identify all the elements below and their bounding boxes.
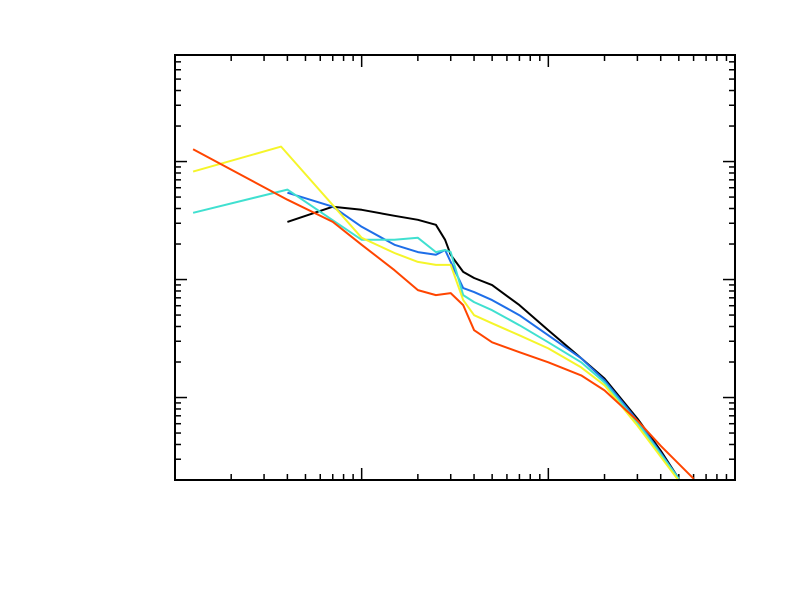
line-series bbox=[192, 145, 680, 482]
line-series bbox=[287, 205, 680, 480]
line-series bbox=[192, 148, 695, 480]
plot-frame bbox=[174, 54, 736, 481]
line-series bbox=[287, 191, 680, 480]
line-series bbox=[192, 188, 680, 480]
